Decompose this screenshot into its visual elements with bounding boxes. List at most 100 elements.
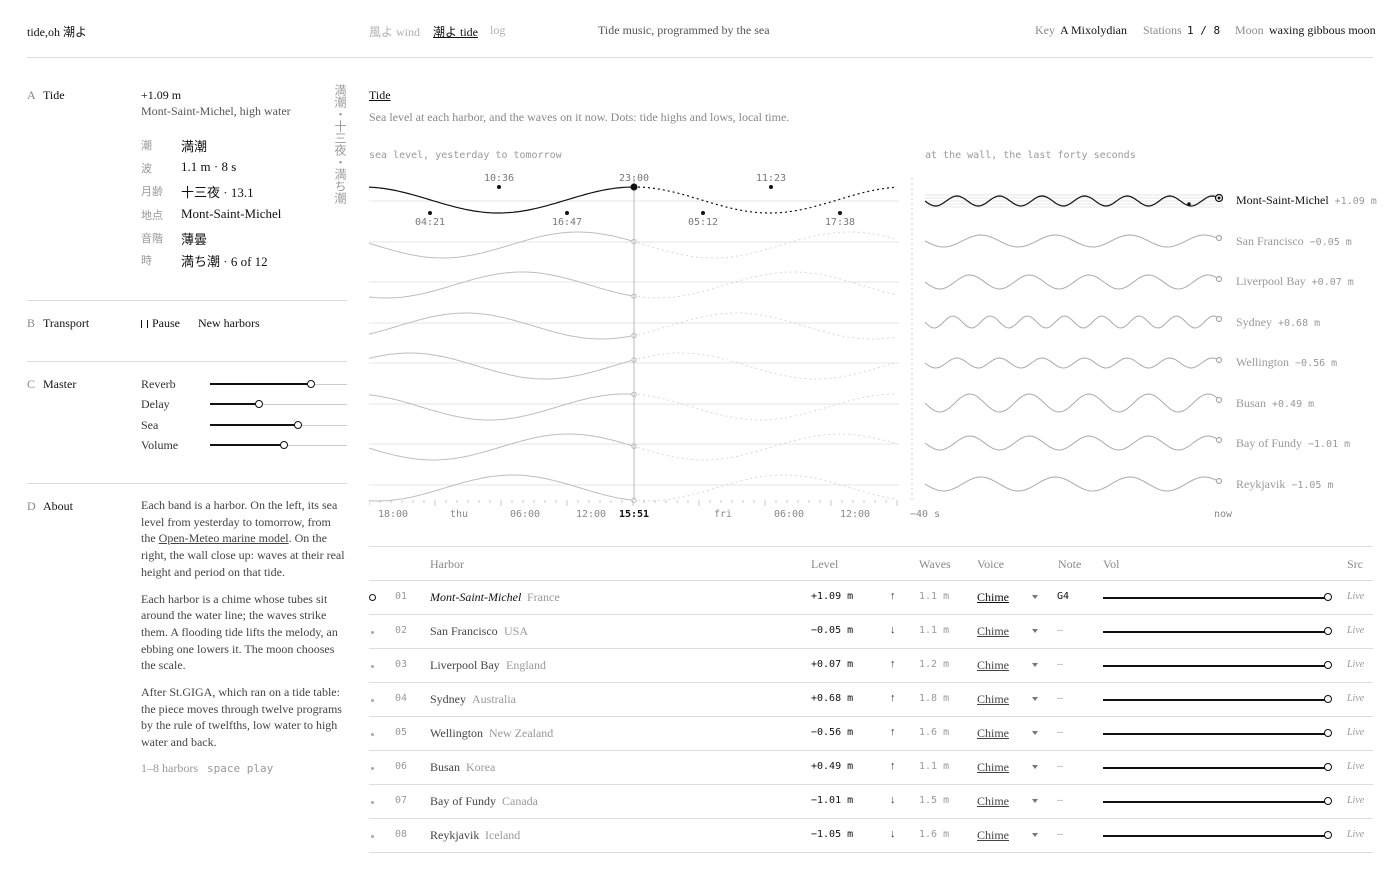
vol-slider-track[interactable] [1103,665,1329,667]
voice-select[interactable]: Chime [977,760,1009,774]
harbor-name[interactable]: San Francisco [430,624,498,638]
section-title-master: Master [43,377,77,391]
wall-station-label[interactable]: Bay of Fundy −1.01 m [1236,436,1350,451]
voice-select[interactable]: Chime [977,726,1009,740]
wall-station-label[interactable]: Wellington −0.56 m [1236,355,1337,370]
table-row[interactable]: 03 Liverpool Bay England +0.07 m ↑ 1.2 m Chime… [369,649,1373,683]
wall-station-label[interactable]: Busan +0.49 m [1236,396,1314,411]
strike-dot [1187,202,1191,206]
slider-knob[interactable] [294,421,302,429]
row-number: 06 [395,761,408,772]
time-axis-label: 18:00 [378,509,408,520]
voice-select[interactable]: Chime [977,828,1009,842]
tide-row-key: 潮 [141,140,152,152]
wall-station-label[interactable]: Sydney +0.68 m [1236,315,1320,330]
section-letter-b: B [27,316,36,330]
table-row[interactable]: 02 San Francisco USA −0.05 m ↓ 1.1 m Chime – Liv… [369,615,1373,649]
chevron-down-icon[interactable] [1032,799,1038,803]
vol-slider-track[interactable] [1103,767,1329,769]
table-row[interactable]: 08 Reykjavik Iceland −1.05 m ↓ 1.6 m Chime – Liv… [369,819,1373,853]
slider-knob[interactable] [307,380,315,388]
slider-knob[interactable] [255,400,263,408]
chevron-down-icon[interactable] [1032,595,1038,599]
header-divider [27,57,1373,58]
tagline: Tide music, programmed by the sea [598,23,770,37]
chevron-down-icon[interactable] [1032,629,1038,633]
harbor-level: −0.56 m [811,727,854,738]
harbor-name[interactable]: Reykjavik [430,828,480,842]
wall-station-label[interactable]: Liverpool Bay +0.07 m [1236,274,1354,289]
open-meteo-link[interactable]: Open-Meteo marine model [158,531,289,546]
vol-slider-knob[interactable] [1324,831,1332,839]
slider-fill [210,403,259,405]
wall-station-label[interactable]: Reykjavik −1.05 m [1236,477,1333,492]
vol-slider-track[interactable] [1103,733,1329,735]
vol-slider-knob[interactable] [1324,797,1332,805]
harbor-name[interactable]: Busan [430,760,460,774]
vol-slider-knob[interactable] [1324,593,1332,601]
voice-select[interactable]: Chime [977,692,1009,706]
new-harbors-button[interactable]: New harbors [198,316,260,330]
high-water-dot [630,183,638,191]
table-row[interactable]: 07 Bay of Fundy Canada −1.01 m ↓ 1.5 m Chime – L… [369,785,1373,819]
slider-sea[interactable]: Sea [141,418,347,432]
nav-log[interactable]: log [490,23,506,37]
table-row[interactable]: 05 Wellington New Zealand −0.56 m ↑ 1.6 m Chim… [369,717,1373,751]
harbor-country: USA [504,624,529,638]
harbor-name[interactable]: Wellington [430,726,484,740]
tide-row-key: 音階 [141,233,163,245]
wave-height: 1.2 m [919,659,950,670]
vol-slider-track[interactable] [1103,631,1329,633]
voice-select[interactable]: Chime [977,624,1009,638]
chevron-down-icon[interactable] [1032,697,1038,701]
harbor-level: +1.09 m [811,591,854,602]
vol-slider-knob[interactable] [1324,627,1332,635]
wall-station-name: Reykjavik [1236,477,1286,491]
wall-station-label[interactable]: San Francisco −0.05 m [1236,234,1352,249]
harbor-level: −0.05 m [811,625,854,636]
slider-track[interactable] [210,404,347,405]
harbor-name[interactable]: Mont-Saint-Michel [430,590,522,604]
harbor-name[interactable]: Sydney [430,692,466,706]
wall-station-label[interactable]: Mont-Saint-Michel +1.09 m [1236,193,1377,208]
key-label: Key [1035,23,1055,37]
trend-arrow-icon: ↓ [890,828,896,840]
pause-label: Pause [152,316,180,330]
harbor-name[interactable]: Liverpool Bay [430,658,500,672]
slider-volume[interactable]: Volume [141,438,347,452]
vol-slider-knob[interactable] [1324,695,1332,703]
slider-knob[interactable] [280,441,288,449]
hint-space: space play [207,761,274,775]
table-row[interactable]: 01 Mont-Saint-Michel France +1.09 m ↑ 1.1 m Ch… [369,581,1373,615]
vol-slider-knob[interactable] [1324,729,1332,737]
strike-marker [1215,477,1223,485]
tide-caption: sea level, yesterday to tomorrow [369,150,562,161]
table-row[interactable]: 04 Sydney Australia +0.68 m ↑ 1.8 m Chime – Live [369,683,1373,717]
chevron-down-icon[interactable] [1032,731,1038,735]
chevron-down-icon[interactable] [1032,663,1038,667]
slider-reverb[interactable]: Reverb [141,377,347,391]
harbor-name[interactable]: Bay of Fundy [430,794,496,808]
slider-delay[interactable]: Delay [141,397,347,411]
vol-slider-track[interactable] [1103,597,1329,599]
vol-slider-track[interactable] [1103,801,1329,803]
tide-curve-future [632,231,898,259]
vol-slider-track[interactable] [1103,835,1329,837]
voice-select[interactable]: Chime [977,658,1009,672]
pause-button[interactable]: Pause [141,316,180,332]
chevron-down-icon[interactable] [1032,765,1038,769]
table-row[interactable]: 06 Busan Korea +0.49 m ↑ 1.1 m Chime – Live [369,751,1373,785]
chevron-down-icon[interactable] [1032,833,1038,837]
vol-slider-knob[interactable] [1324,661,1332,669]
wall-wave [924,234,1220,248]
vol-slider-track[interactable] [1103,699,1329,701]
section-title-tide: Tide [43,88,65,102]
brand-logo[interactable]: tide,oh 潮よ [27,25,87,39]
voice-select[interactable]: Chime [977,590,1009,604]
main-title: Tide [369,88,391,102]
vol-slider-knob[interactable] [1324,763,1332,771]
voice-select[interactable]: Chime [977,794,1009,808]
nav-tide[interactable]: 潮よ tide [433,25,478,39]
slider-fill [210,444,284,446]
nav-wind[interactable]: 風よ wind [369,25,421,39]
